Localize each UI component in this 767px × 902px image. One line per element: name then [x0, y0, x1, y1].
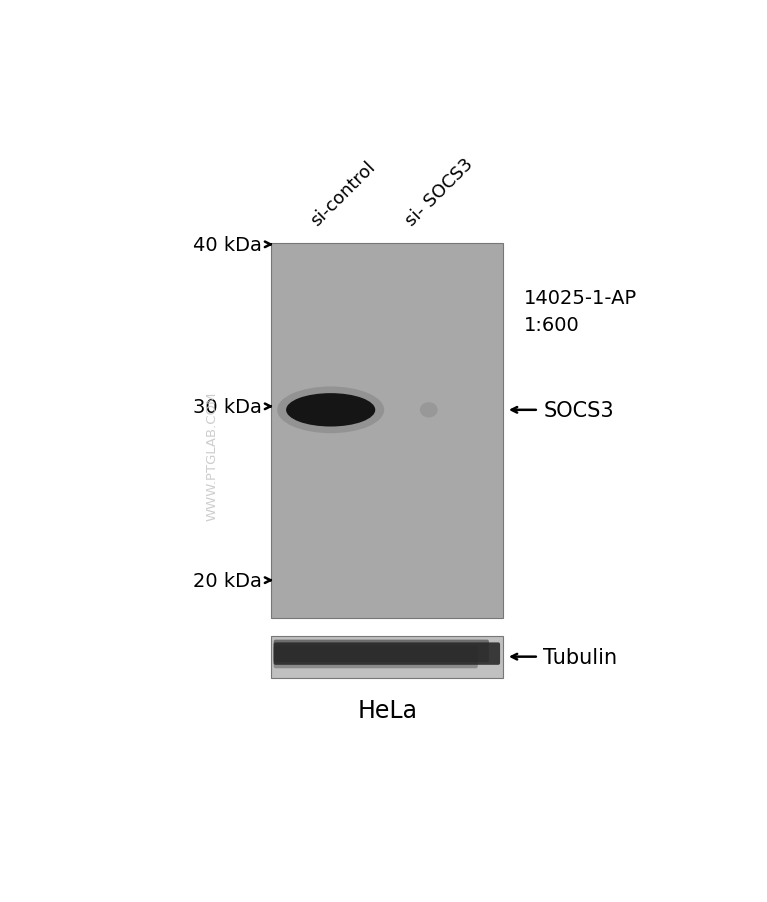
Ellipse shape	[420, 402, 438, 418]
Text: si-control: si-control	[307, 158, 379, 230]
Text: SOCS3: SOCS3	[544, 400, 614, 420]
FancyBboxPatch shape	[274, 643, 500, 665]
Text: HeLa: HeLa	[357, 698, 417, 723]
FancyBboxPatch shape	[274, 646, 478, 668]
Text: si- SOCS3: si- SOCS3	[402, 155, 477, 230]
Ellipse shape	[293, 396, 369, 425]
FancyBboxPatch shape	[274, 640, 489, 662]
Bar	[272, 636, 503, 677]
Text: WWW.PTGLAB.COM: WWW.PTGLAB.COM	[206, 391, 219, 520]
Ellipse shape	[301, 400, 360, 421]
Ellipse shape	[277, 387, 384, 434]
Text: 30 kDa: 30 kDa	[193, 398, 262, 417]
Ellipse shape	[286, 393, 375, 427]
Text: Tubulin: Tubulin	[544, 647, 617, 667]
Text: 14025-1-AP
1:600: 14025-1-AP 1:600	[524, 289, 637, 335]
Bar	[272, 244, 503, 619]
Text: 40 kDa: 40 kDa	[193, 235, 262, 254]
Text: 20 kDa: 20 kDa	[193, 571, 262, 590]
